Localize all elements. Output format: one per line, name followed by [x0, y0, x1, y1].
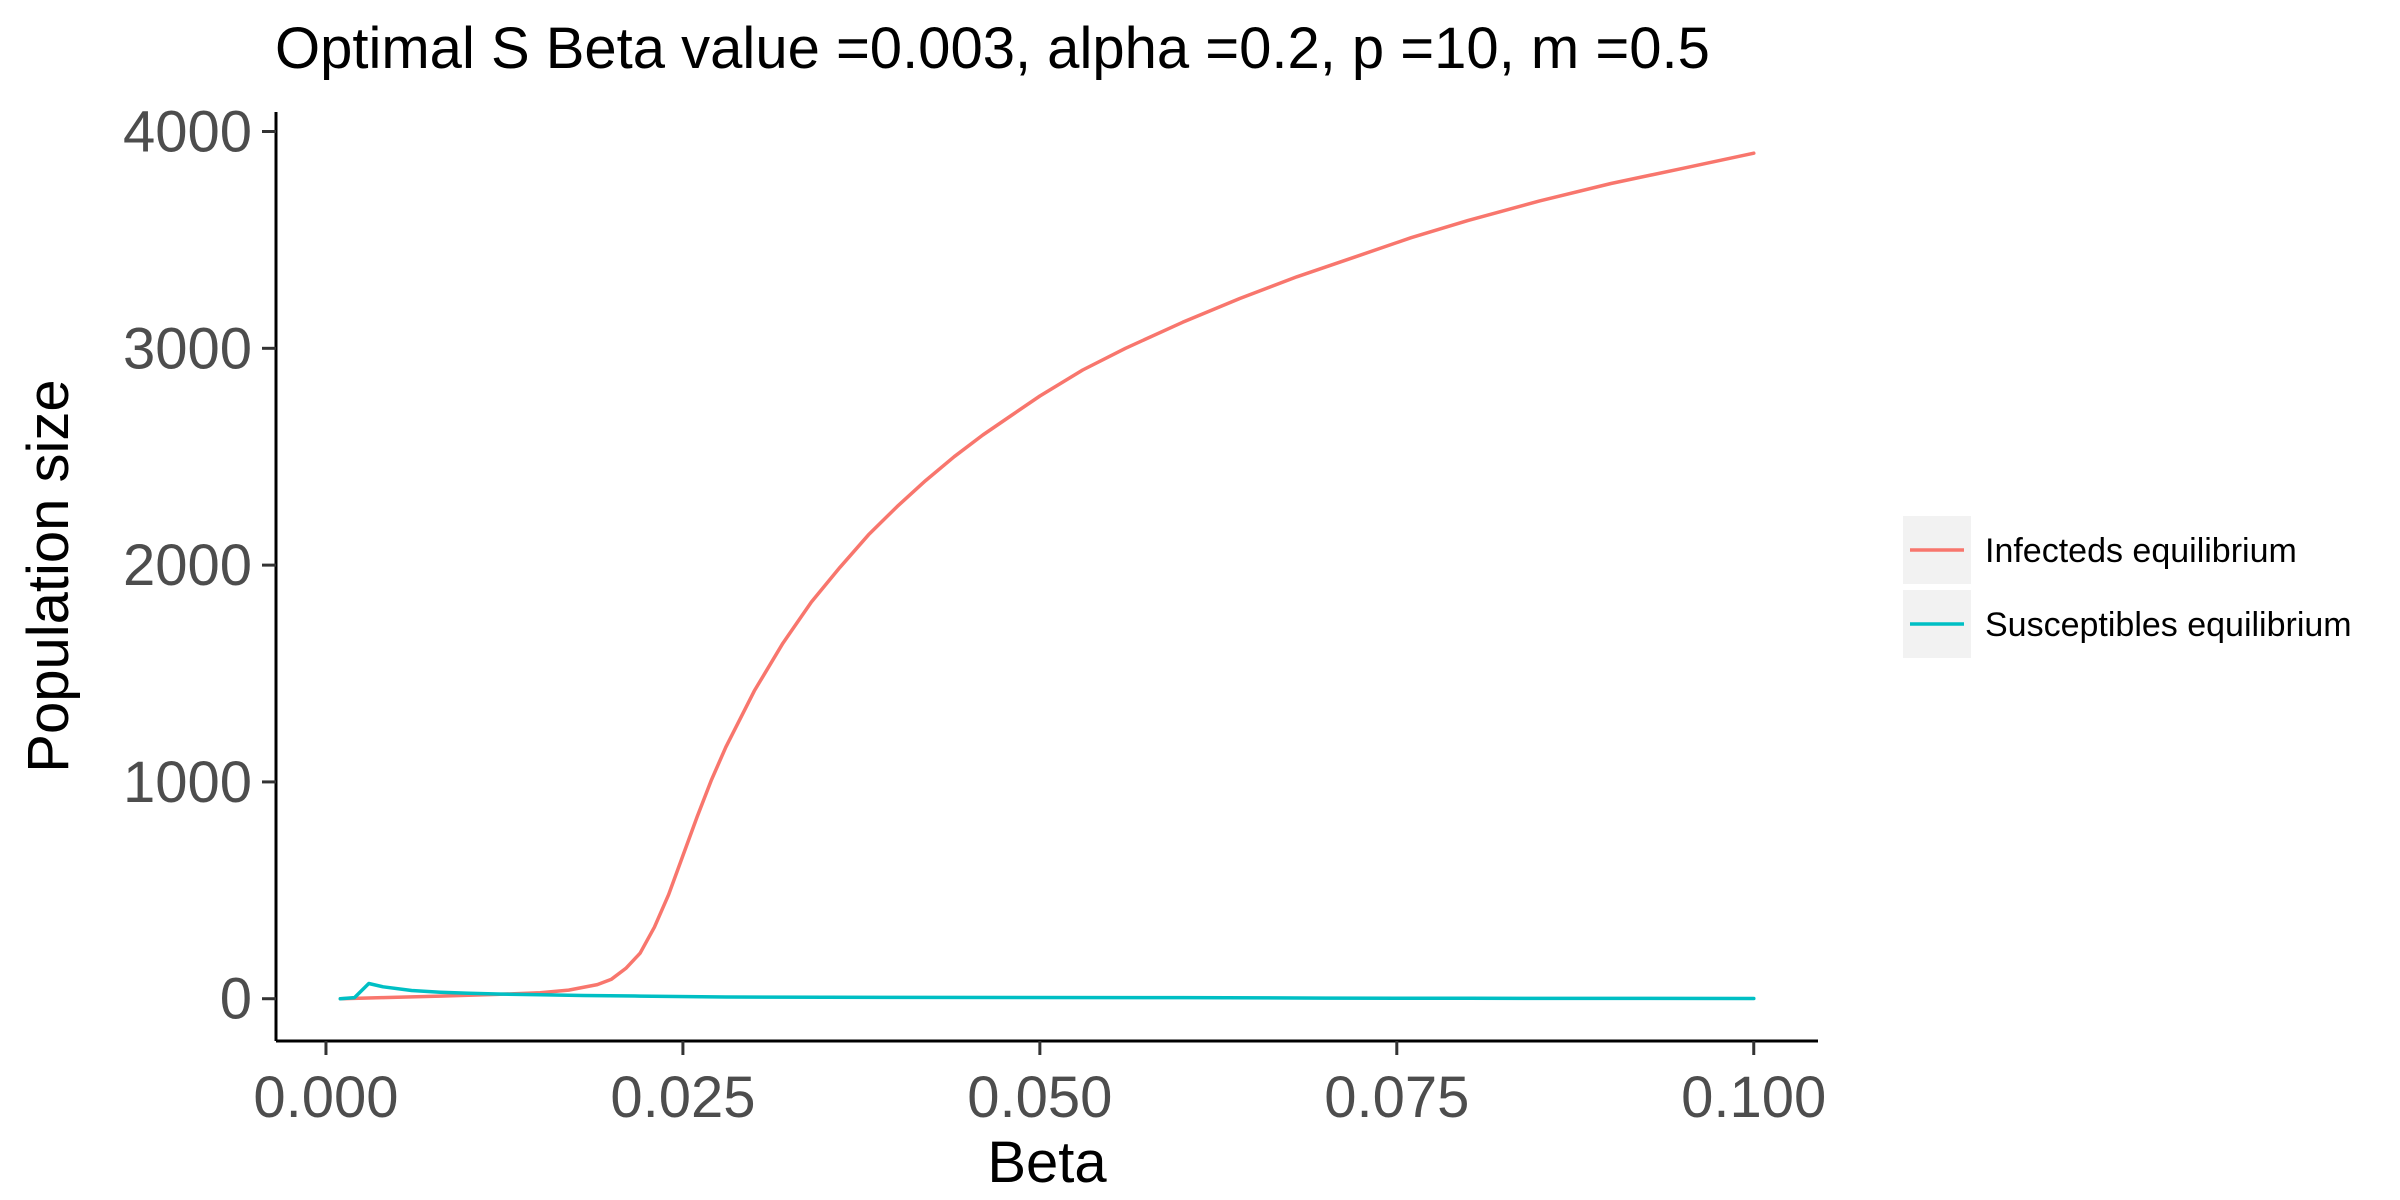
- y-tick-label: 3000: [123, 316, 252, 381]
- y-axis: 0 1000 2000 3000 4000: [123, 100, 276, 1032]
- y-tick-label: 2000: [123, 533, 252, 598]
- x-axis-label: Beta: [987, 1130, 1107, 1195]
- series-line-2: [338, 981, 1756, 1001]
- y-axis-label: Population size: [16, 379, 81, 772]
- x-tick-label: 0.075: [1324, 1065, 1469, 1130]
- y-tick-label: 0: [220, 967, 252, 1032]
- x-tick-label: 0.025: [610, 1065, 755, 1130]
- x-axis: 0.000 0.025 0.050 0.075 0.100: [253, 1041, 1826, 1130]
- legend: Infecteds equilibrium Susceptibles equili…: [1903, 516, 2352, 658]
- series-line-1: [338, 151, 1756, 1001]
- x-tick-label: 0.100: [1681, 1065, 1826, 1130]
- y-tick-label: 4000: [123, 100, 252, 165]
- chart-title: Optimal S Beta value =0.003, alpha =0.2,…: [275, 16, 1710, 81]
- plot-area: [338, 151, 1756, 1001]
- legend-label: Susceptibles equilibrium: [1985, 606, 2352, 644]
- legend-label: Infecteds equilibrium: [1985, 532, 2297, 570]
- y-tick-label: 1000: [123, 750, 252, 815]
- x-tick-label: 0.000: [253, 1065, 398, 1130]
- x-tick-label: 0.050: [967, 1065, 1112, 1130]
